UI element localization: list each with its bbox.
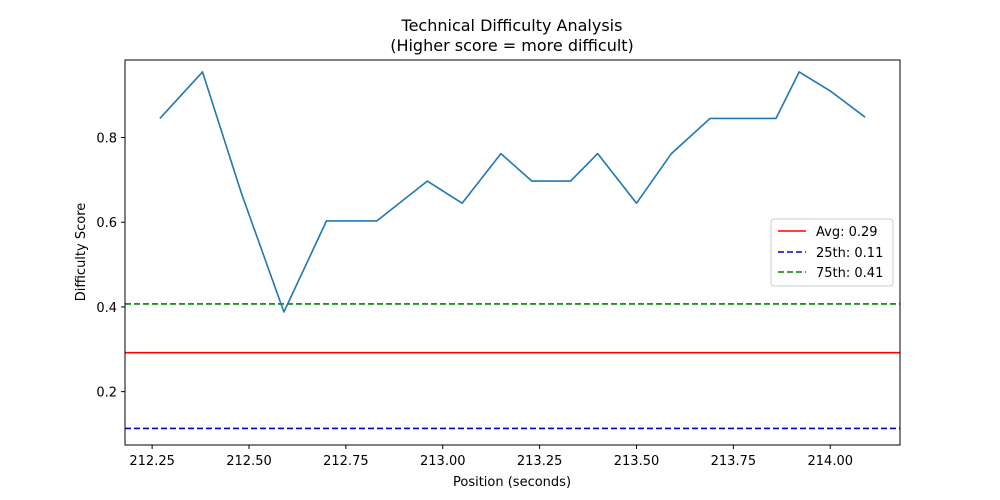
legend-box: [770, 218, 894, 287]
x-tick-label: 213.00: [420, 454, 466, 469]
legend: Avg: 0.29 25th: 0.11 75th: 0.41: [770, 218, 894, 287]
x-tick-label: 214.00: [808, 454, 854, 469]
x-tick-label: 212.25: [129, 454, 175, 469]
x-axis: 212.25 212.50 212.75 213.00 213.25 213.50 213.…: [129, 445, 853, 469]
x-axis-label: Position (seconds): [453, 475, 571, 490]
y-axis-label: Difficulty Score: [74, 203, 89, 302]
y-tick-label: 0.6: [96, 216, 117, 231]
y-tick-label: 0.4: [96, 301, 117, 316]
series-line-0: [159, 71, 866, 313]
x-tick-label: 213.50: [614, 454, 660, 469]
reference-lines: [125, 303, 900, 430]
legend-label-25th: 25th: 0.11: [816, 246, 883, 261]
chart-subtitle: (Higher score = more difficult): [390, 36, 634, 55]
plot-frame: [124, 59, 901, 446]
x-tick-label: 213.25: [517, 454, 563, 469]
y-tick-label: 0.8: [96, 132, 117, 147]
x-tick-label: 212.50: [226, 454, 272, 469]
y-axis: 0.2 0.4 0.6 0.8: [96, 132, 125, 401]
x-tick-label: 212.75: [323, 454, 369, 469]
x-tick-label: 213.75: [711, 454, 757, 469]
legend-label-avg: Avg: 0.29: [816, 225, 878, 240]
y-tick-label: 0.2: [96, 386, 117, 401]
data-series: [159, 71, 866, 313]
chart-title: Technical Difficulty Analysis: [401, 16, 623, 35]
legend-label-75th: 75th: 0.41: [816, 266, 883, 281]
